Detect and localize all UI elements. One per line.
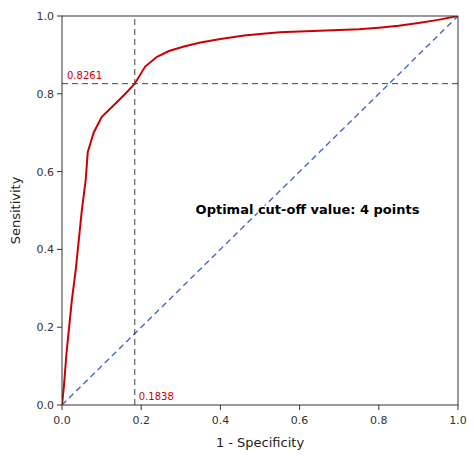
crosshair-x-label: 0.1838: [139, 391, 174, 402]
y-tick-label: 0.0: [37, 399, 55, 412]
annotation: Optimal cut-off value: 4 points: [196, 202, 420, 217]
plot-data: [62, 16, 458, 405]
x-tick-label: 1.0: [449, 414, 467, 427]
y-tick: [57, 249, 62, 250]
x-tick-label: 0.2: [132, 414, 150, 427]
y-tick-label: 0.6: [37, 166, 55, 179]
plot-background: [62, 16, 458, 405]
x-tick: [62, 405, 63, 410]
y-axis-label: Sensitivity: [8, 176, 23, 244]
x-tick: [299, 405, 300, 410]
y-tick: [57, 171, 62, 172]
crosshair-y-label: 0.8261: [67, 70, 102, 81]
y-tick-label: 0.4: [37, 243, 55, 256]
axes: 0.0 0.2 0.4 0.6 0.8 1.0 0.0 0.2 0.4 0.6 0.8 1.0: [37, 10, 467, 427]
y-tick: [57, 327, 62, 328]
y-tick: [57, 405, 62, 406]
x-axis-label: 1 - Specificity: [216, 435, 305, 450]
crosshair-horizontal: [62, 83, 458, 84]
series-line: [62, 16, 458, 405]
x-tick-label: 0.8: [370, 414, 388, 427]
x-tick: [141, 405, 142, 410]
plot-frame: [62, 16, 458, 405]
y-tick: [57, 16, 62, 17]
x-tick-label: 0.4: [212, 414, 230, 427]
y-tick-label: 1.0: [37, 10, 55, 23]
x-tick: [378, 405, 379, 410]
y-tick-label: 0.8: [37, 88, 55, 101]
series-line: [62, 16, 458, 405]
chart: 0.0 0.2 0.4 0.6 0.8 1.0 0.0 0.2 0.4 0.6 0.8 1.0 0.82…: [0, 0, 474, 459]
x-tick: [220, 405, 221, 410]
x-tick-label: 0.6: [291, 414, 309, 427]
x-tick: [458, 405, 459, 410]
y-tick-label: 0.2: [37, 321, 55, 334]
y-tick: [57, 93, 62, 94]
crosshair-vertical: [134, 16, 135, 405]
x-tick-label: 0.0: [53, 414, 71, 427]
